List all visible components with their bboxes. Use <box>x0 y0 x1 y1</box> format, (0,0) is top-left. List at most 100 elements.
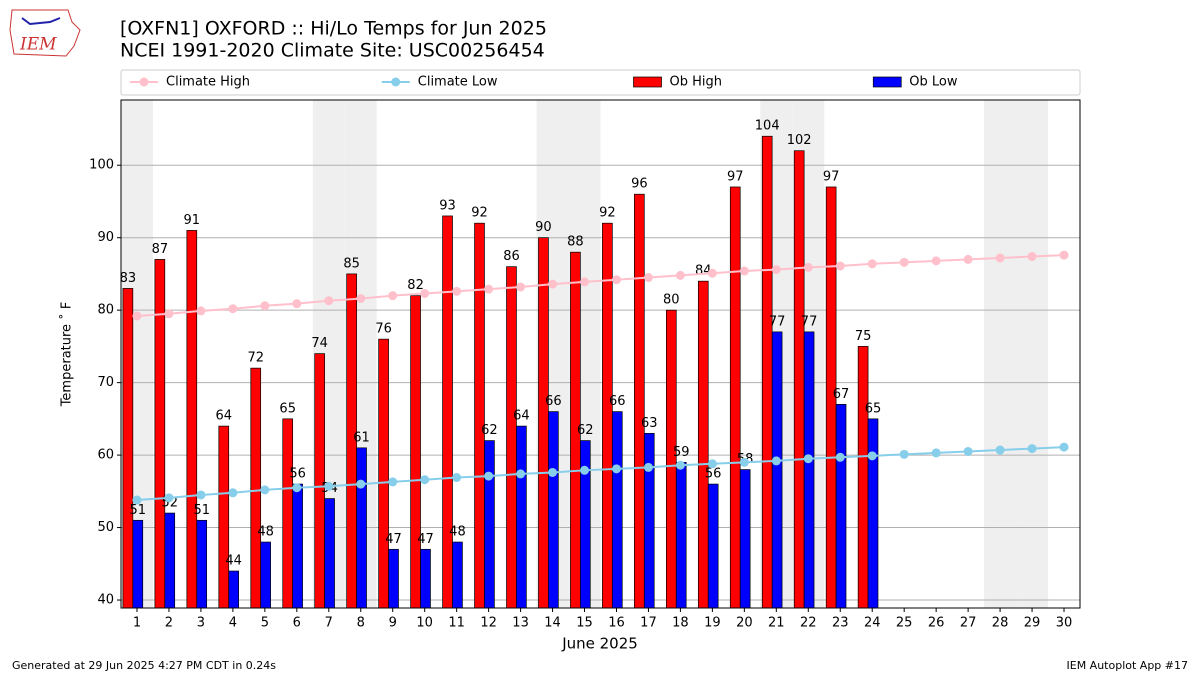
marker <box>516 469 526 479</box>
y-tick-label: 90 <box>97 230 114 245</box>
bar <box>196 519 208 609</box>
data-label: 64 <box>513 409 530 424</box>
legend-marker <box>139 77 149 87</box>
bar <box>122 288 134 609</box>
marker <box>260 301 270 311</box>
data-label: 65 <box>865 401 882 416</box>
marker <box>420 475 430 485</box>
marker <box>931 448 941 458</box>
x-tick-label: 24 <box>864 616 881 631</box>
data-label: 48 <box>257 525 274 540</box>
x-tick-label: 1 <box>133 616 141 631</box>
marker <box>388 477 398 487</box>
data-label: 44 <box>225 554 242 569</box>
legend-label: Ob High <box>670 75 723 90</box>
data-label: 96 <box>631 177 648 192</box>
marker <box>292 299 302 309</box>
marker <box>643 273 653 283</box>
marker <box>867 259 877 269</box>
data-label: 59 <box>673 445 690 460</box>
x-tick-label: 17 <box>640 616 657 631</box>
y-axis-label: Temperature ˚ F <box>59 302 75 408</box>
marker <box>867 451 877 461</box>
marker <box>228 304 238 314</box>
data-label: 47 <box>385 532 402 547</box>
marker <box>228 488 238 498</box>
weekend-shade <box>984 100 1017 608</box>
data-label: 67 <box>833 387 850 402</box>
chart-title: [OXFN1] OXFORD :: Hi/Lo Temps for Jun 20… <box>120 18 547 40</box>
marker <box>899 449 909 459</box>
data-label: 63 <box>641 416 658 431</box>
marker <box>580 465 590 475</box>
data-label: 93 <box>439 198 456 213</box>
x-tick-label: 12 <box>480 616 497 631</box>
x-tick-label: 22 <box>800 616 817 631</box>
marker <box>452 473 462 483</box>
marker <box>324 481 334 491</box>
legend-marker <box>391 77 401 87</box>
data-label: 48 <box>449 525 466 540</box>
bar <box>835 404 847 609</box>
marker <box>548 467 558 477</box>
bar <box>356 447 367 609</box>
data-label: 65 <box>279 401 296 416</box>
bar <box>324 498 335 609</box>
marker <box>484 284 494 294</box>
bar <box>675 461 687 609</box>
x-tick-label: 21 <box>768 616 785 631</box>
marker <box>388 291 398 301</box>
bar <box>420 548 431 609</box>
bar <box>388 548 399 609</box>
data-label: 62 <box>577 423 594 438</box>
bar <box>793 150 805 609</box>
bar <box>548 411 559 609</box>
data-label: 90 <box>535 220 552 235</box>
marker <box>1027 252 1037 262</box>
marker <box>548 279 558 289</box>
marker <box>580 277 590 287</box>
legend-swatch <box>872 76 902 88</box>
marker <box>1059 442 1069 452</box>
x-tick-label: 14 <box>544 616 561 631</box>
data-label: 92 <box>599 206 616 221</box>
marker <box>643 462 653 472</box>
marker <box>1059 250 1069 260</box>
marker <box>707 459 717 469</box>
legend-swatch <box>633 76 662 88</box>
marker <box>995 253 1005 263</box>
line <box>136 446 1065 502</box>
marker <box>356 479 366 489</box>
x-tick-label: 18 <box>672 616 689 631</box>
data-label: 76 <box>375 322 392 337</box>
marker <box>484 471 494 481</box>
bar <box>857 346 869 609</box>
marker <box>611 275 621 285</box>
data-label: 47 <box>417 532 434 547</box>
bar <box>761 135 773 609</box>
bar <box>442 215 453 609</box>
x-tick-label: 23 <box>832 616 849 631</box>
bar <box>260 541 271 609</box>
x-tick-label: 10 <box>416 616 433 631</box>
bar <box>707 483 719 609</box>
bar <box>611 411 623 609</box>
bar <box>729 186 741 609</box>
x-tick-label: 6 <box>293 616 301 631</box>
logo: IEM <box>9 9 81 57</box>
marker <box>707 268 717 278</box>
logo-text: IEM <box>19 35 57 55</box>
footer-left: Generated at 29 Jun 2025 4:27 PM CDT in … <box>12 659 276 672</box>
bar <box>697 280 709 609</box>
x-tick-label: 4 <box>229 616 237 631</box>
legend-label: Ob Low <box>909 75 958 90</box>
bar <box>378 338 389 609</box>
data-label: 87 <box>152 242 169 257</box>
marker <box>931 256 941 266</box>
x-tick-label: 7 <box>325 616 333 631</box>
data-label: 77 <box>801 314 818 329</box>
marker <box>132 311 142 321</box>
data-label: 77 <box>769 314 786 329</box>
bar <box>643 433 655 609</box>
marker <box>771 265 781 275</box>
